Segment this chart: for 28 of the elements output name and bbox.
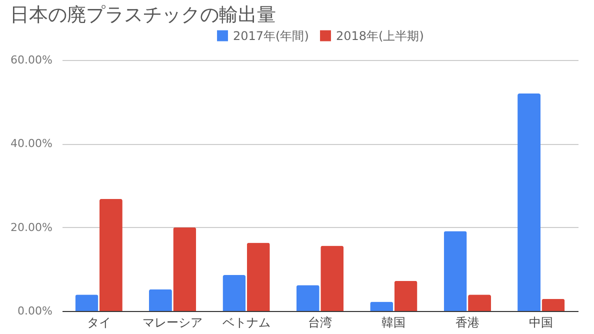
bar <box>173 227 196 311</box>
bar <box>394 280 418 311</box>
x-tick-label: マレーシア <box>142 316 203 330</box>
x-tick-label: タイ <box>86 316 111 330</box>
y-tick-label: 0.00% <box>18 304 52 318</box>
bar <box>75 294 98 311</box>
legend-label: 2018年(上半期) <box>336 28 424 43</box>
x-tick-label: 香港 <box>455 316 480 330</box>
chart-title: 日本の廃プラスチックの輸出量 <box>10 4 276 26</box>
bar <box>370 302 394 311</box>
bar <box>444 231 467 311</box>
legend-label: 2017年(年間) <box>233 28 309 43</box>
x-tick-label: 台湾 <box>308 316 332 330</box>
bar <box>148 289 172 311</box>
bar <box>99 198 122 311</box>
x-tick-label: ベトナム <box>222 316 270 330</box>
bar <box>542 298 565 311</box>
bar <box>518 93 541 311</box>
bar <box>320 246 344 311</box>
bar <box>468 294 492 311</box>
x-tick-label: 韓国 <box>382 316 406 330</box>
y-tick-label: 60.00% <box>10 54 52 66</box>
bar <box>246 242 270 311</box>
x-tick-label: 中国 <box>529 316 554 330</box>
y-tick-label: 40.00% <box>10 137 52 150</box>
bar <box>296 285 320 311</box>
y-tick-label: 20.00% <box>10 220 52 234</box>
bar <box>222 275 246 311</box>
